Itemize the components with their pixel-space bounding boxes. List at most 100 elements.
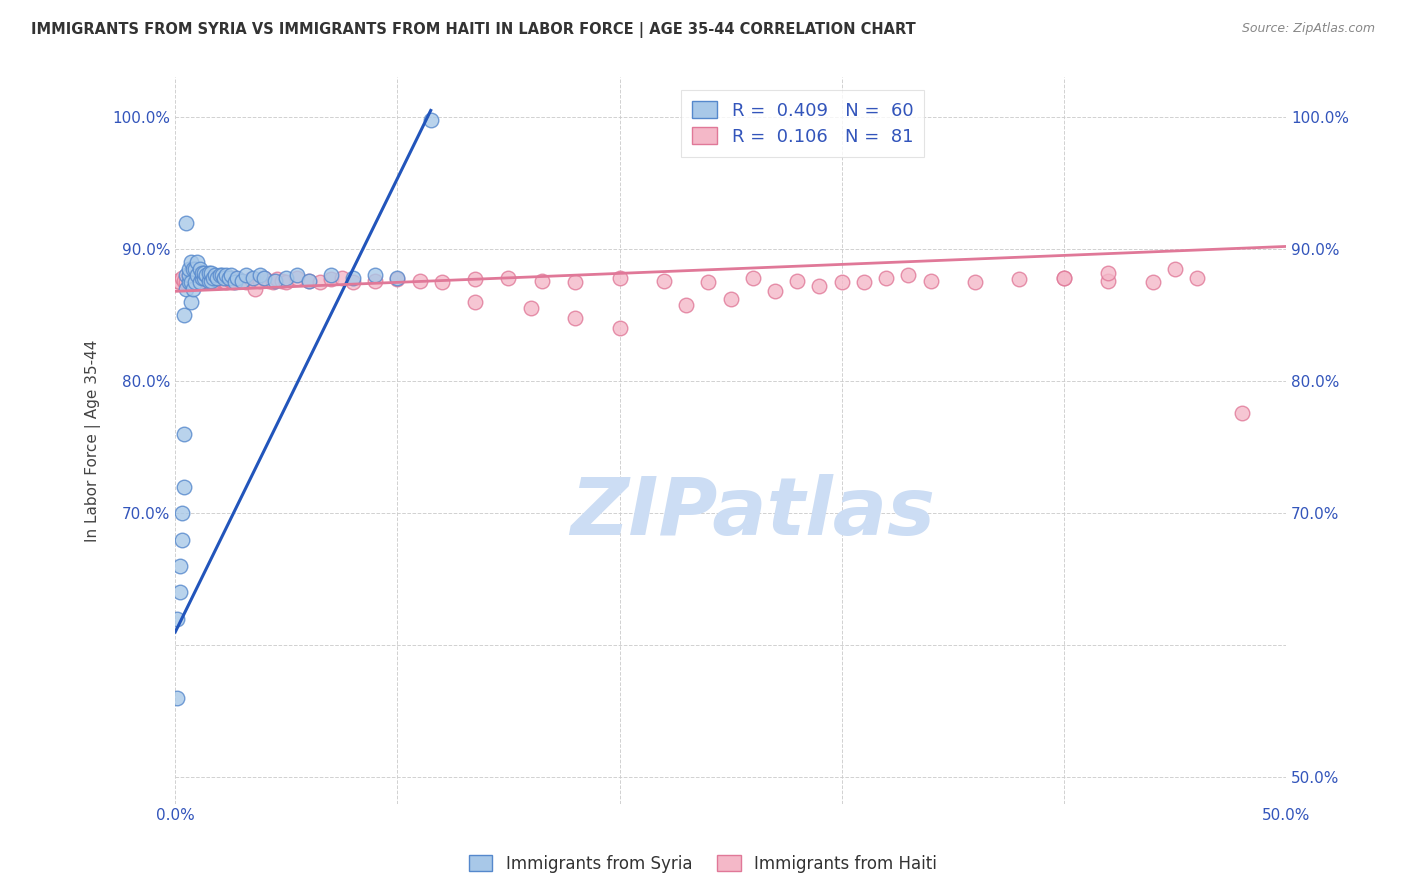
Point [169,558,191,573]
Point [173,308,195,322]
Point [464,272,486,286]
Point [186,268,208,283]
Point [1164,261,1187,276]
Point [200,274,222,288]
Point [222,275,245,289]
Point [180,294,202,309]
Point [204,274,226,288]
Point [1142,275,1164,289]
Point [1230,406,1253,420]
Point [197,274,219,288]
Point [188,274,211,288]
Point [564,310,586,325]
Point [170,271,193,285]
Point [184,275,207,289]
Point [212,271,235,285]
Point [215,268,238,283]
Point [231,274,253,288]
Point [176,268,198,283]
Point [184,275,207,289]
Point [166,274,188,288]
Point [188,275,211,289]
Point [181,274,204,288]
Point [1053,271,1076,285]
Point [786,274,808,288]
Point [224,275,246,289]
Point [342,275,364,289]
Point [186,255,208,269]
Point [287,271,309,285]
Point [697,275,720,289]
Point [231,274,253,288]
Point [852,275,875,289]
Point [202,271,225,285]
Point [181,261,204,276]
Point [197,266,219,280]
Point [188,261,211,276]
Point [1053,271,1076,285]
Point [219,274,242,288]
Point [181,282,204,296]
Point [169,585,191,599]
Point [564,275,586,289]
Legend: R =  0.409   N =  60, R =  0.106   N =  81: R = 0.409 N = 60, R = 0.106 N = 81 [682,90,924,157]
Point [342,271,364,285]
Point [170,506,193,520]
Point [297,274,319,288]
Point [207,275,229,289]
Point [200,266,222,280]
Point [609,271,631,285]
Point [191,266,214,280]
Point [897,268,920,283]
Text: Source: ZipAtlas.com: Source: ZipAtlas.com [1241,22,1375,36]
Point [186,272,208,286]
Point [264,274,287,288]
Point [202,272,225,286]
Point [920,274,942,288]
Point [430,275,453,289]
Point [319,272,342,286]
Point [249,268,271,283]
Point [176,275,198,289]
Point [287,268,309,283]
Point [262,275,284,289]
Point [211,274,233,288]
Point [408,274,430,288]
Point [609,321,631,335]
Point [204,268,226,283]
Point [276,271,298,285]
Point [308,275,330,289]
Point [330,271,353,285]
Point [169,275,191,289]
Point [266,272,288,286]
Point [741,271,763,285]
Point [193,271,215,285]
Point [219,268,242,283]
Point [387,271,409,285]
Point [235,275,257,289]
Point [176,216,198,230]
Point [215,275,238,289]
Point [177,261,200,276]
Point [419,112,441,127]
Point [191,275,214,289]
Point [184,261,207,276]
Point [218,271,240,285]
Point [498,271,520,285]
Point [193,271,215,285]
Point [170,533,193,547]
Point [530,274,553,288]
Point [177,275,200,289]
Point [763,285,786,299]
Point [226,271,249,285]
Point [176,282,198,296]
Point [200,271,222,285]
Text: ZIPatlas: ZIPatlas [571,475,935,552]
Point [1097,274,1119,288]
Legend: Immigrants from Syria, Immigrants from Haiti: Immigrants from Syria, Immigrants from H… [463,848,943,880]
Point [242,271,264,285]
Point [675,297,697,311]
Point [218,272,240,286]
Point [364,268,387,283]
Point [177,271,200,285]
